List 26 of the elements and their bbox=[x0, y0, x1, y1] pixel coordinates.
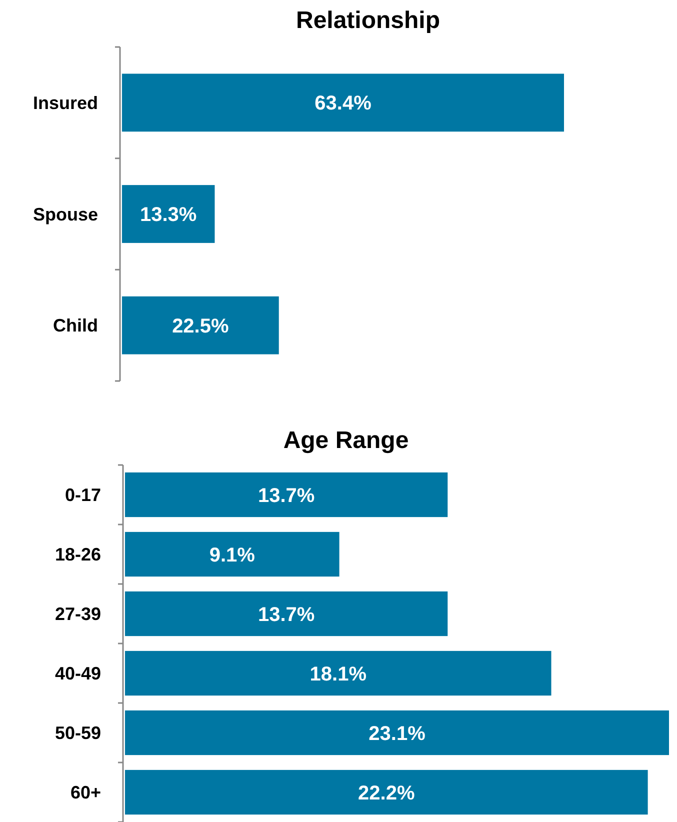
bar bbox=[125, 472, 448, 518]
data-label: 13.7% bbox=[258, 604, 315, 626]
data-label: 13.3% bbox=[140, 204, 197, 226]
y-tick-label: 27-39 bbox=[54, 604, 101, 624]
chart-title: Age Range bbox=[283, 427, 409, 454]
bar bbox=[125, 591, 448, 636]
data-label: 13.7% bbox=[258, 484, 315, 507]
data-label: 22.2% bbox=[358, 782, 415, 804]
y-tick-label: 50-59 bbox=[54, 723, 101, 744]
data-label: 23.1% bbox=[368, 722, 426, 745]
chart-title: Relationship bbox=[296, 7, 440, 34]
bar bbox=[125, 770, 648, 815]
bar bbox=[125, 710, 669, 756]
y-tick-label: Insured bbox=[32, 92, 98, 113]
data-label: 22.5% bbox=[172, 315, 229, 338]
data-label: 18.1% bbox=[310, 663, 367, 686]
y-tick-label: 60+ bbox=[70, 782, 101, 803]
bar bbox=[125, 532, 340, 577]
y-tick-label: 18-26 bbox=[54, 544, 101, 565]
y-tick-label: 0-17 bbox=[64, 485, 101, 506]
bar bbox=[125, 650, 552, 696]
y-tick-label: Child bbox=[53, 316, 98, 336]
data-label: 63.4% bbox=[314, 92, 372, 115]
data-label: 9.1% bbox=[209, 544, 256, 566]
y-tick-label: 40-49 bbox=[54, 664, 101, 684]
y-tick-label: Spouse bbox=[32, 204, 98, 224]
